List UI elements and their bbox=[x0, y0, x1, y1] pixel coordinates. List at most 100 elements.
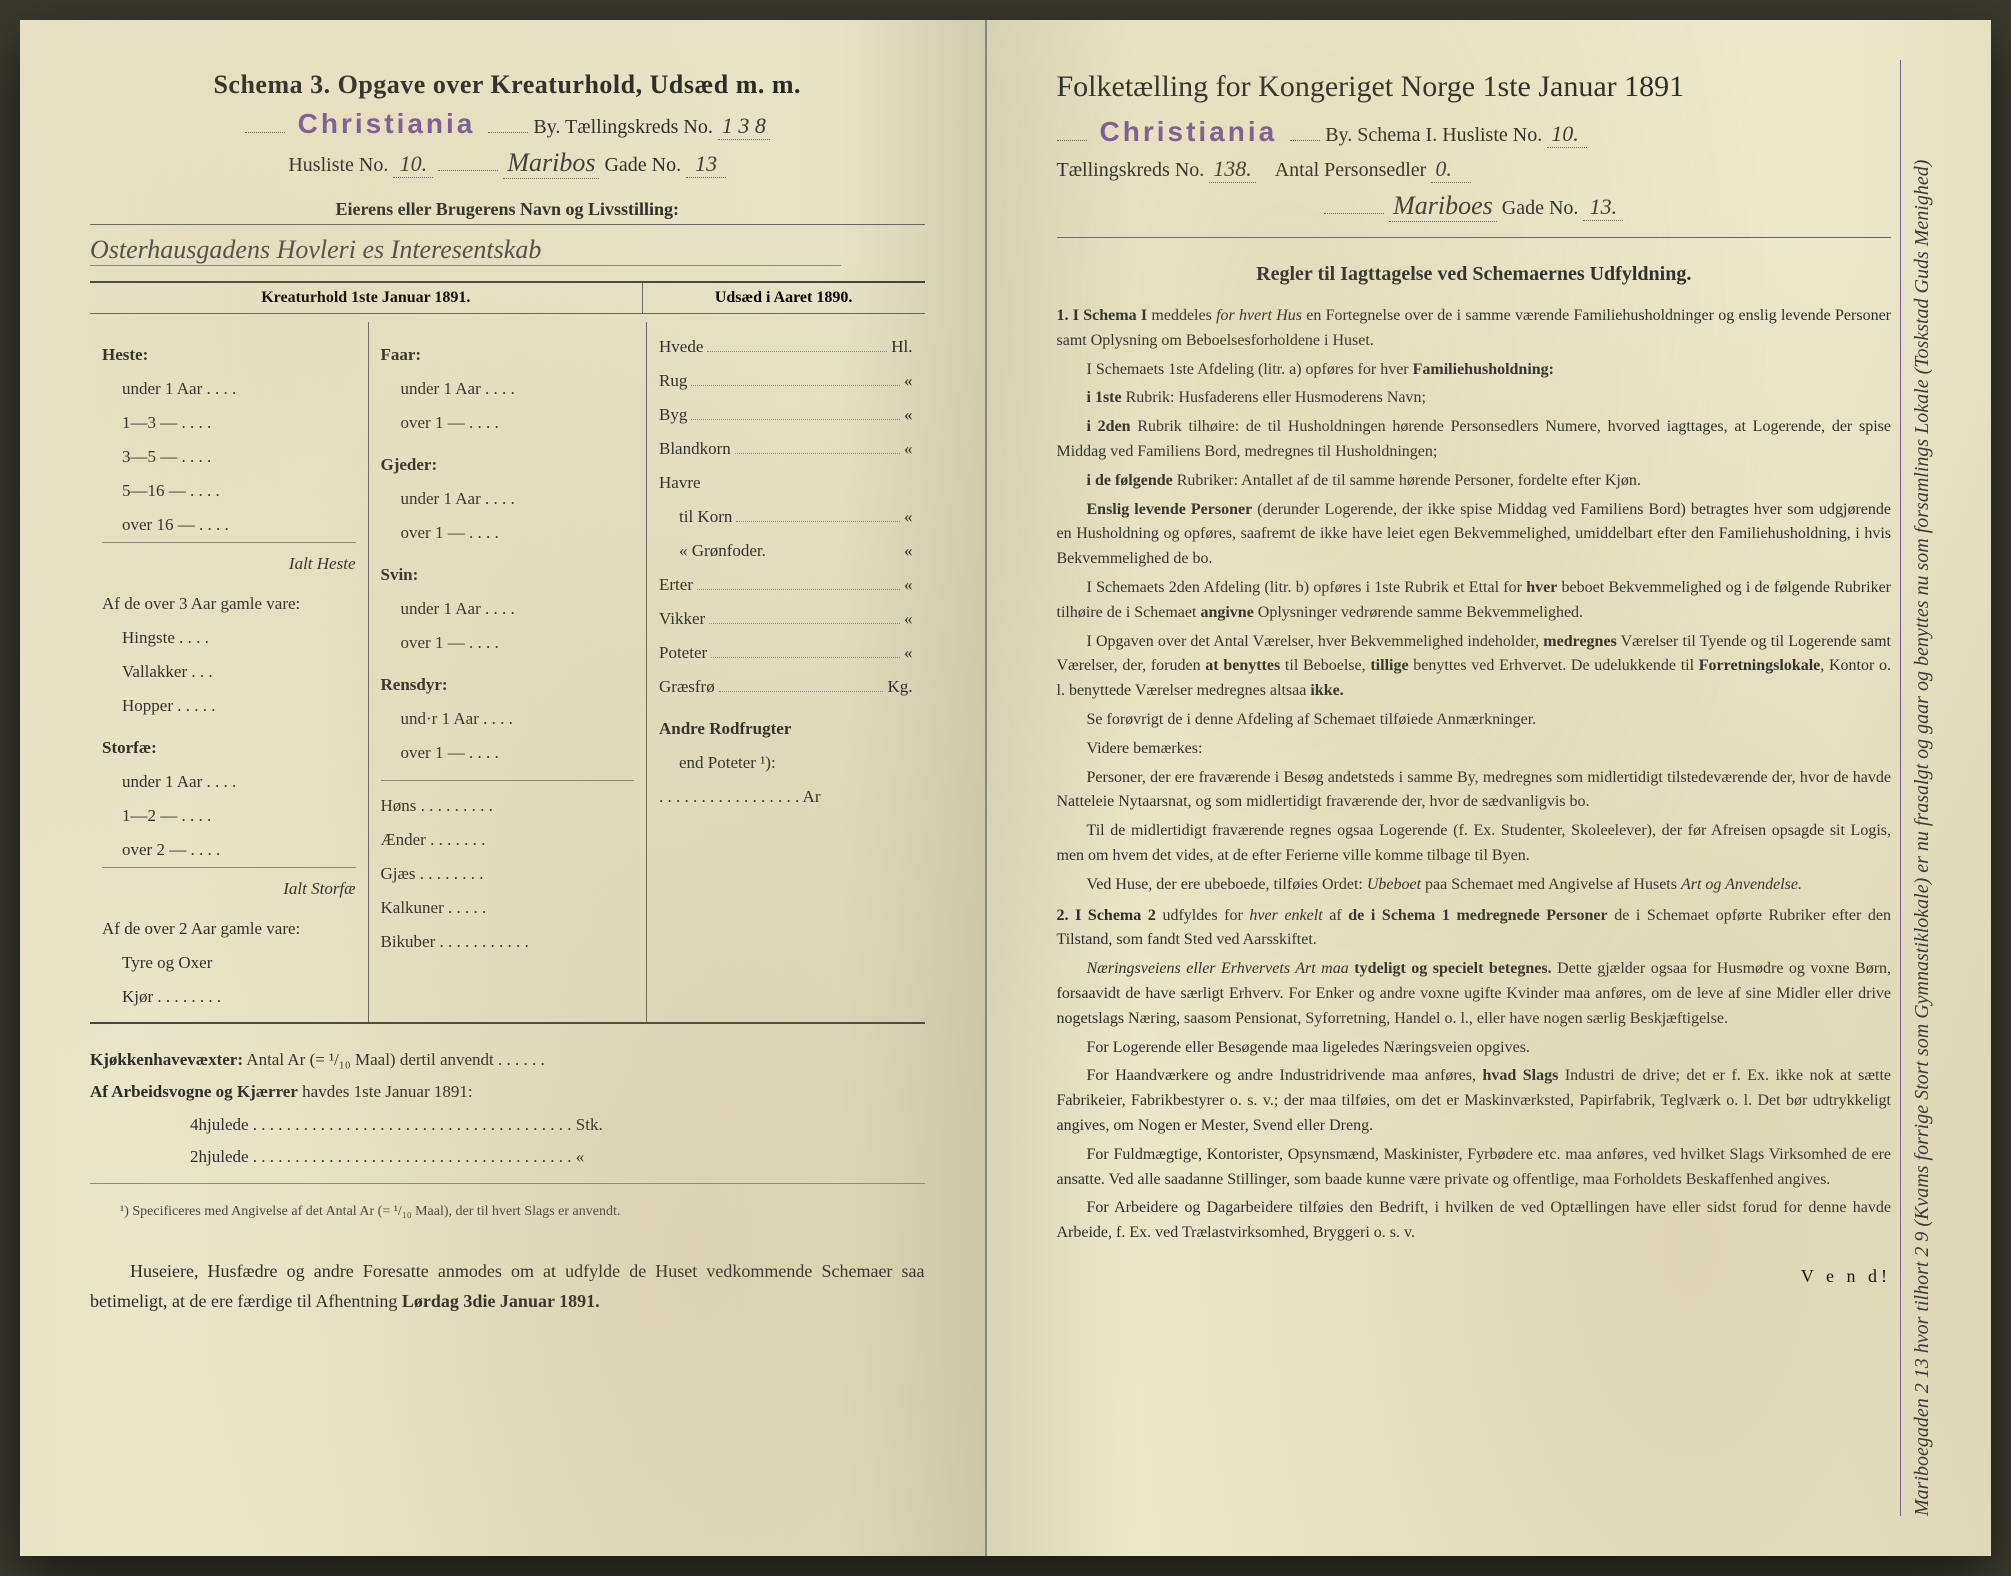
owner-section: Eierens eller Brugerens Navn og Livsstil… bbox=[90, 199, 925, 266]
rule-item: 2. I Schema 2 udfyldes for hver enkelt a… bbox=[1057, 904, 1892, 954]
bottom-section: Kjøkkenhavevæxter: Antal Ar (= ¹/₁₀ Maal… bbox=[90, 1044, 925, 1317]
gade-label: Gade No. bbox=[604, 154, 681, 176]
af3-item: Hopper . . . . . bbox=[102, 689, 356, 723]
heste-item: over 16 — . . . . bbox=[102, 508, 356, 542]
personsedler-label: Antal Personsedler bbox=[1275, 159, 1427, 181]
af2-item: Kjør . . . . . . . . bbox=[102, 980, 356, 1014]
other-item: Høns . . . . . . . . . bbox=[381, 789, 635, 823]
gade-name: Maribos bbox=[503, 148, 599, 179]
rule-item: Videre bemærkes: bbox=[1057, 737, 1892, 762]
udsaed-item: til Korn« bbox=[659, 500, 913, 534]
column-headings: Kreaturhold 1ste Januar 1891. Udsæd i Aa… bbox=[90, 281, 925, 314]
rule-item: For Logerende eller Besøgende maa ligele… bbox=[1057, 1036, 1892, 1061]
svin-label: Svin: bbox=[381, 558, 635, 592]
personsedler-no: 0. bbox=[1431, 156, 1471, 183]
other-item: Kalkuner . . . . . bbox=[381, 891, 635, 925]
rules-body: 1. I Schema I meddeles for hvert Hus en … bbox=[1057, 304, 1892, 1246]
udsaed-item: GræsfrøKg. bbox=[659, 670, 913, 704]
udsaed-item: Erter« bbox=[659, 568, 913, 602]
rule-item: i 1ste Rubrik: Husfaderens eller Husmode… bbox=[1057, 386, 1892, 411]
right-page: Mariboegaden 2 13 hvor tilhort 2 9 (Kvam… bbox=[987, 20, 1992, 1556]
rule-item: For Arbeidere og Dagarbeidere tilføies d… bbox=[1057, 1196, 1892, 1246]
faar-item: under 1 Aar . . . . bbox=[381, 372, 635, 406]
col-head-left: Kreaturhold 1ste Januar 1891. bbox=[90, 283, 643, 313]
document-spread: Schema 3. Opgave over Kreaturhold, Udsæd… bbox=[20, 20, 1991, 1556]
schema-label: By. Schema I. Husliste No. bbox=[1325, 124, 1542, 146]
af3-item: Hingste . . . . bbox=[102, 621, 356, 655]
storfae-item: 1—2 — . . . . bbox=[102, 799, 356, 833]
andre-sub: end Poteter ¹): bbox=[659, 746, 913, 780]
hjul2-line: 2hjulede . . . . . . . . . . . . . . . .… bbox=[90, 1141, 925, 1173]
margin-notes: Mariboegaden 2 13 hvor tilhort 2 9 (Kvam… bbox=[1906, 60, 1976, 1516]
left-header: Schema 3. Opgave over Kreaturhold, Udsæd… bbox=[90, 70, 925, 179]
af3-label: Af de over 3 Aar gamle vare: bbox=[102, 587, 356, 621]
heste-item: under 1 Aar . . . . bbox=[102, 372, 356, 406]
rule-item: Ved Huse, der ere ubeboede, tilføies Ord… bbox=[1057, 873, 1892, 898]
af3-item: Vallakker . . . bbox=[102, 655, 356, 689]
left-page: Schema 3. Opgave over Kreaturhold, Udsæd… bbox=[20, 20, 987, 1556]
rule-item: I Schemaets 2den Afdeling (litr. b) opfø… bbox=[1057, 576, 1892, 626]
faar-label: Faar: bbox=[381, 338, 635, 372]
gjeder-item: over 1 — . . . . bbox=[381, 516, 635, 550]
rule-item: Se forøvrigt de i denne Afdeling af Sche… bbox=[1057, 708, 1892, 733]
gade-line: Mariboes Gade No. 13. bbox=[1057, 191, 1892, 222]
margin-rule bbox=[1900, 60, 1901, 1516]
udsaed-item: Blandkorn« bbox=[659, 432, 913, 466]
heste-item: 1—3 — . . . . bbox=[102, 406, 356, 440]
closing-text: Huseiere, Husfædre og andre Foresatte an… bbox=[90, 1256, 925, 1317]
rule-item: Til de midlertidigt fraværende regnes og… bbox=[1057, 819, 1892, 869]
other-item: Gjæs . . . . . . . . bbox=[381, 857, 635, 891]
gade-name: Mariboes bbox=[1389, 191, 1497, 222]
andre-line: . . . . . . . . . . . . . . . . . Ar bbox=[659, 780, 913, 814]
heste-label: Heste: bbox=[102, 338, 356, 372]
column-3: HvedeHl. Rug« Byg« Blandkorn« Havre til … bbox=[647, 322, 925, 1022]
rule-item: i 2den Rubrik tilhøire: de til Husholdni… bbox=[1057, 415, 1892, 465]
rule-item: 1. I Schema I meddeles for hvert Hus en … bbox=[1057, 304, 1892, 354]
rule-item: i de følgende Rubriker: Antallet af de t… bbox=[1057, 469, 1892, 494]
rule-item: Næringsveiens eller Erhvervets Art maa t… bbox=[1057, 957, 1892, 1031]
gjeder-label: Gjeder: bbox=[381, 448, 635, 482]
by-label: By. Tællingskreds No. bbox=[533, 116, 712, 138]
data-columns: Heste: under 1 Aar . . . . 1—3 — . . . .… bbox=[90, 322, 925, 1024]
storfae-item: under 1 Aar . . . . bbox=[102, 765, 356, 799]
af2-label: Af de over 2 Aar gamle vare: bbox=[102, 912, 356, 946]
andre-label: Andre Rodfrugter bbox=[659, 712, 913, 746]
udsaed-item: Havre bbox=[659, 466, 913, 500]
rule-item: For Haandværkere og andre Industridriven… bbox=[1057, 1064, 1892, 1138]
storfae-item: over 2 — . . . . bbox=[102, 833, 356, 867]
gjeder-item: under 1 Aar . . . . bbox=[381, 482, 635, 516]
rensdyr-item: und·r 1 Aar . . . . bbox=[381, 702, 635, 736]
schema-title: Schema 3. Opgave over Kreaturhold, Udsæd… bbox=[90, 70, 925, 100]
kreds-no: 1 3 8 bbox=[718, 113, 770, 140]
husliste-no: 10. bbox=[393, 151, 433, 178]
storfae-label: Storfæ: bbox=[102, 731, 356, 765]
faar-item: over 1 — . . . . bbox=[381, 406, 635, 440]
heste-item: 3—5 — . . . . bbox=[102, 440, 356, 474]
rule-item: Personer, der ere fraværende i Besøg and… bbox=[1057, 766, 1892, 816]
gade-no: 13. bbox=[1583, 194, 1623, 221]
col-head-right: Udsæd i Aaret 1890. bbox=[643, 283, 925, 313]
af2-item: Tyre og Oxer bbox=[102, 946, 356, 980]
vend-text: V e n d! bbox=[1057, 1266, 1892, 1287]
rule-item: Enslig levende Personer (derunder Logere… bbox=[1057, 498, 1892, 572]
owner-heading: Eierens eller Brugerens Navn og Livsstil… bbox=[90, 199, 925, 225]
right-header: Folketælling for Kongeriget Norge 1ste J… bbox=[1057, 70, 1892, 222]
ialt-storfae: Ialt Storfæ bbox=[102, 867, 356, 906]
census-title: Folketælling for Kongeriget Norge 1ste J… bbox=[1057, 70, 1892, 104]
svin-item: over 1 — . . . . bbox=[381, 626, 635, 660]
husliste-no: 10. bbox=[1547, 121, 1587, 148]
husliste-label: Husliste No. bbox=[288, 154, 388, 176]
udsaed-item: Byg« bbox=[659, 398, 913, 432]
svin-item: under 1 Aar . . . . bbox=[381, 592, 635, 626]
husliste-line: Husliste No. 10. Maribos Gade No. 13 bbox=[90, 148, 925, 179]
other-item: Ænder . . . . . . . bbox=[381, 823, 635, 857]
gade-label: Gade No. bbox=[1502, 197, 1579, 219]
rule-item: I Schemaets 1ste Afdeling (litr. a) opfø… bbox=[1057, 358, 1892, 383]
udsaed-item: Rug« bbox=[659, 364, 913, 398]
kreds-no: 138. bbox=[1209, 156, 1256, 183]
hjul4-line: 4hjulede . . . . . . . . . . . . . . . .… bbox=[90, 1109, 925, 1141]
rensdyr-label: Rensdyr: bbox=[381, 668, 635, 702]
city-stamp: Christiania bbox=[1100, 116, 1278, 148]
city-line: Christiania By. Tællingskreds No. 1 3 8 bbox=[90, 108, 925, 140]
other-item: Bikuber . . . . . . . . . . . bbox=[381, 925, 635, 959]
